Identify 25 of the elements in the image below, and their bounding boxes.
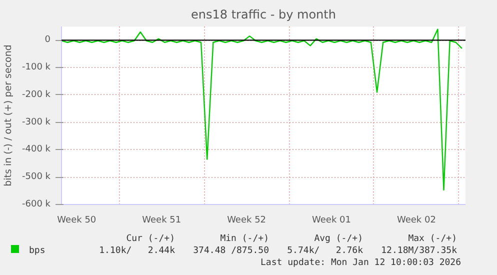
y-tick-label: -100 k <box>22 62 52 73</box>
y-tick-label: -600 k <box>22 200 52 210</box>
x-tick-label: Week 02 <box>396 216 436 226</box>
x-tick-label: Week 52 <box>227 216 266 226</box>
text: Avg (-/+) <box>313 233 363 245</box>
x-tick-label: Week 01 <box>312 216 352 226</box>
chart-title: ens18 traffic - by month <box>191 8 336 22</box>
text: Max (-/+) <box>407 233 457 245</box>
y-tick-label: -500 k <box>22 172 52 182</box>
y-tick-label: -300 k <box>22 117 52 128</box>
text: 5.74k/ 2.76k <box>286 245 363 257</box>
line-series <box>62 28 463 191</box>
y-tick-label: -200 k <box>22 90 52 100</box>
y-axis-title: bits in (-) / out (+) per second <box>3 44 14 186</box>
text: Min (-/+) <box>219 233 269 245</box>
text: Last update: Mon Jan 12 10:00:03 2026 <box>260 257 461 269</box>
legend-label: bps <box>28 245 46 257</box>
text: 12.18M/387.35k <box>380 245 457 257</box>
text: 1.10k/ 2.44k <box>98 245 175 257</box>
text: 374.48 /875.50 <box>192 245 269 257</box>
x-tick-label: Week 51 <box>142 216 182 226</box>
x-tick-label: Week 50 <box>57 216 96 226</box>
y-tick-label: -400 k <box>22 144 52 155</box>
text: Cur (-/+) <box>125 233 175 245</box>
y-tick-label: 0 <box>44 35 51 46</box>
